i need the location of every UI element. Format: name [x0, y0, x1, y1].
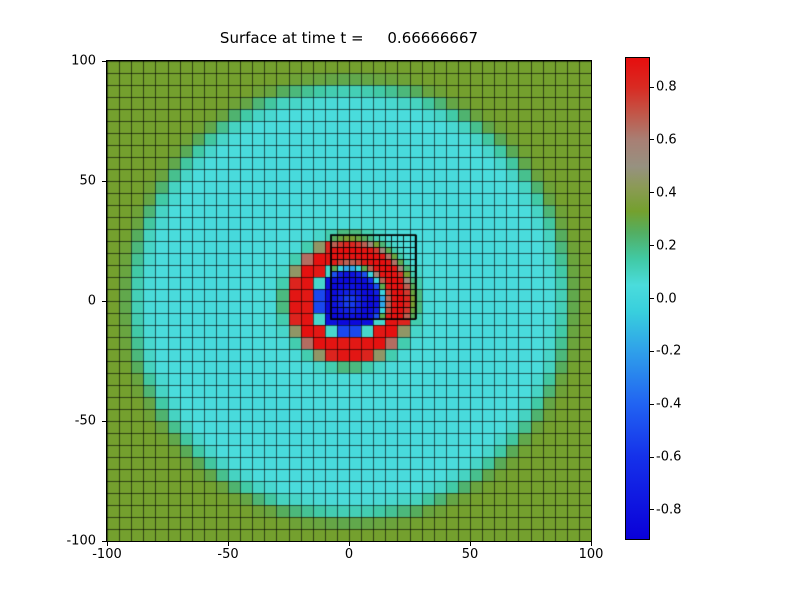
y-axis-tick [102, 540, 106, 542]
x-axis-tick [227, 542, 229, 546]
plot-area [106, 60, 592, 542]
colorbar-tick [650, 86, 654, 88]
colorbar [625, 57, 650, 540]
colorbar-tick [650, 245, 654, 247]
colorbar-gradient [626, 58, 649, 539]
chart-title: Surface at time t = 0.66666667 [219, 29, 479, 47]
x-axis-tick-label: -100 [92, 547, 122, 562]
colorbar-tick [650, 403, 654, 405]
x-axis-tick-label: -50 [217, 547, 239, 562]
colorbar-tick [650, 509, 654, 511]
y-axis-tick [102, 420, 106, 422]
y-axis-tick-label: -100 [66, 533, 96, 549]
y-axis-tick-label: -50 [74, 413, 96, 429]
colorbar-tick-label: 0.8 [656, 79, 677, 95]
y-axis-tick-label: 50 [79, 173, 96, 189]
colorbar-tick [650, 350, 654, 352]
colorbar-tick-label: -0.4 [656, 396, 682, 412]
y-axis-tick [102, 180, 106, 182]
x-axis-tick [106, 542, 108, 546]
colorbar-tick [650, 139, 654, 141]
colorbar-tick-label: -0.2 [656, 343, 682, 359]
colorbar-tick-label: -0.8 [656, 502, 682, 518]
y-axis-tick [102, 300, 106, 302]
colorbar-tick-label: 0.4 [656, 185, 677, 201]
y-axis-tick [102, 60, 106, 62]
x-axis-tick [590, 542, 592, 546]
colorbar-tick [650, 192, 654, 194]
colorbar-tick-label: 0.0 [656, 291, 677, 306]
colorbar-tick [650, 456, 654, 458]
colorbar-tick-label: 0.2 [656, 238, 677, 254]
y-axis-tick-label: 100 [71, 53, 96, 69]
x-axis-tick-label: 0 [344, 547, 354, 562]
colorbar-tick-label: -0.6 [656, 449, 682, 465]
x-axis-tick [348, 542, 350, 546]
x-axis-tick-label: 50 [461, 547, 479, 562]
x-axis-tick-label: 100 [578, 547, 604, 562]
heatmap-canvas [107, 61, 591, 541]
colorbar-tick [650, 298, 654, 299]
y-axis-tick-label: 0 [87, 293, 96, 309]
colorbar-tick-label: 0.6 [656, 132, 677, 148]
x-axis-tick [469, 542, 471, 546]
